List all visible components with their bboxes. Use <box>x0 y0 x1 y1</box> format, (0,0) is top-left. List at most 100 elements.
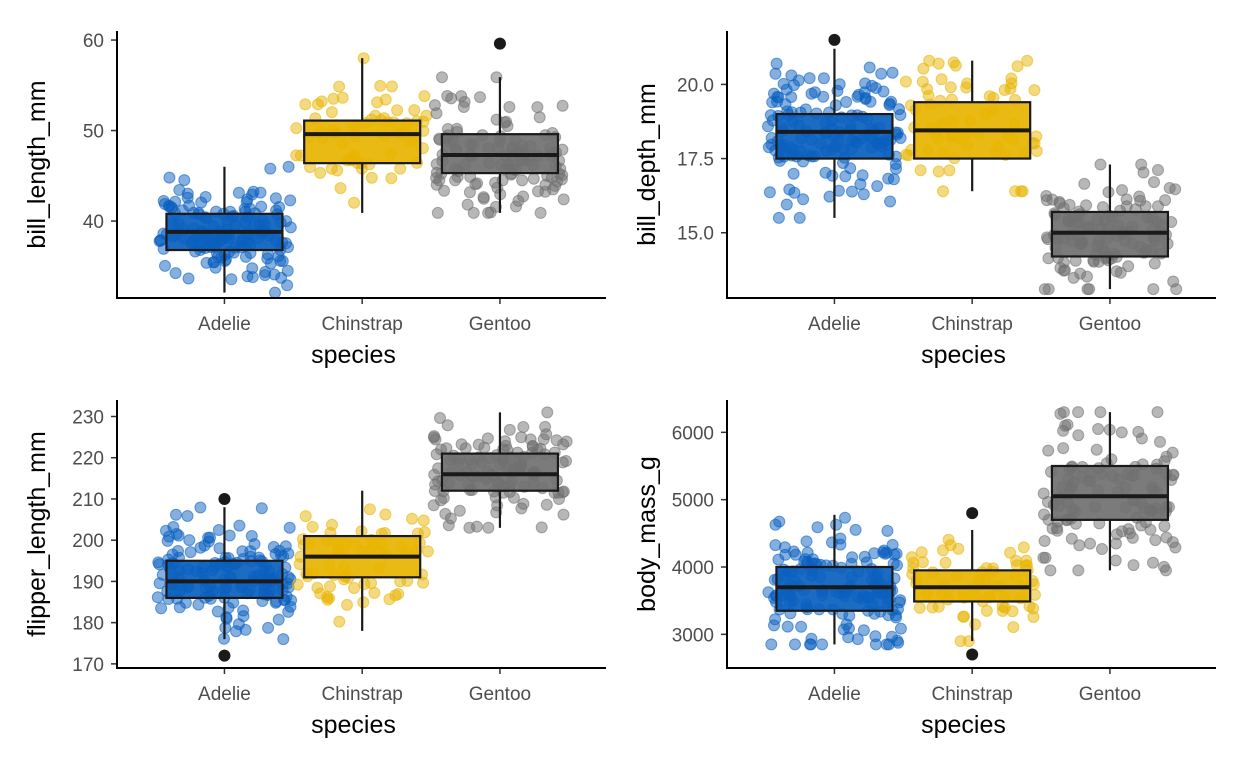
data-point <box>439 507 452 520</box>
data-point <box>170 508 182 521</box>
data-point <box>765 638 778 651</box>
data-point <box>1021 54 1034 67</box>
y-tick-label: 210 <box>72 490 104 511</box>
data-point <box>840 96 853 108</box>
data-point <box>481 432 494 445</box>
data-point <box>833 78 846 91</box>
data-point <box>905 551 918 564</box>
data-point <box>453 504 466 517</box>
data-point <box>869 638 882 651</box>
y-tick-label: 5000 <box>672 491 714 512</box>
box-group-adelie <box>151 492 298 662</box>
data-point <box>386 80 398 93</box>
axis-lines <box>116 400 606 669</box>
data-point <box>1116 525 1128 538</box>
data-point <box>890 162 902 175</box>
box-group-gentoo <box>428 37 570 219</box>
data-point <box>1057 406 1070 419</box>
data-point <box>770 57 783 70</box>
data-point <box>900 148 913 161</box>
data-point <box>284 194 297 207</box>
data-point <box>212 250 224 263</box>
data-point <box>199 191 212 203</box>
data-point <box>1148 257 1161 270</box>
data-point <box>461 198 474 211</box>
box-gentoo <box>1050 464 1170 521</box>
data-point <box>516 174 529 187</box>
data-point <box>1081 283 1094 296</box>
data-point <box>875 67 888 80</box>
data-point <box>771 95 783 108</box>
y-tick-label: 60 <box>83 31 104 52</box>
data-point <box>470 520 483 533</box>
data-point <box>891 126 904 139</box>
data-point <box>159 259 171 272</box>
y-tick-label: 20.0 <box>677 75 714 96</box>
data-point <box>194 541 207 554</box>
data-point <box>173 601 186 614</box>
data-point <box>314 587 327 600</box>
data-point <box>1159 194 1172 207</box>
data-point <box>272 250 285 262</box>
data-point <box>785 69 798 82</box>
y-tick-label: 40 <box>83 212 104 233</box>
data-point <box>192 598 205 611</box>
data-point <box>503 423 516 436</box>
data-point <box>348 196 360 209</box>
data-point <box>441 90 454 102</box>
box-group-chinstrap <box>291 490 434 631</box>
data-point <box>230 625 243 638</box>
data-point <box>152 556 165 569</box>
y-tick-label: 15.0 <box>677 224 714 245</box>
data-point <box>326 518 338 531</box>
data-point <box>408 104 421 117</box>
data-point <box>269 548 282 560</box>
data-point <box>1044 564 1057 577</box>
data-point <box>980 604 993 617</box>
data-point <box>935 73 948 86</box>
data-point <box>482 521 495 534</box>
data-point <box>1072 406 1085 419</box>
data-point <box>1072 564 1085 577</box>
data-point <box>264 162 277 175</box>
data-point <box>1092 423 1105 435</box>
panel-flipper_length_mm: Adelie Chinstrap Gentoo 170 180 190 200 210 220 2… <box>23 400 606 739</box>
data-point <box>763 186 776 199</box>
data-point <box>247 185 260 198</box>
data-point <box>1137 166 1150 179</box>
data-point <box>183 534 196 547</box>
data-point <box>852 88 865 101</box>
data-point <box>932 600 945 613</box>
data-point <box>886 66 899 79</box>
data-point <box>1147 283 1160 296</box>
y-tick-label: 4000 <box>672 558 714 579</box>
data-point <box>769 539 782 552</box>
data-point <box>471 177 484 190</box>
data-point <box>455 438 468 451</box>
data-point <box>783 183 796 196</box>
data-point <box>430 107 443 120</box>
box-group-chinstrap <box>905 507 1041 661</box>
data-point <box>434 412 446 424</box>
data-point <box>290 122 303 135</box>
data-point <box>450 122 463 135</box>
data-point <box>1122 260 1135 273</box>
data-point <box>1065 532 1078 545</box>
data-point <box>532 185 544 198</box>
data-point <box>482 206 495 219</box>
data-point <box>283 521 296 534</box>
data-point <box>859 77 872 90</box>
data-point <box>368 586 381 599</box>
data-point <box>1039 551 1052 564</box>
data-point <box>892 636 905 649</box>
box-group-adelie <box>153 160 297 299</box>
outlier-point <box>218 492 231 505</box>
data-point <box>1011 60 1024 73</box>
data-point <box>772 211 785 224</box>
data-point <box>947 56 960 69</box>
data-point <box>854 178 867 191</box>
data-point <box>560 455 572 467</box>
x-tick-label: Gentoo <box>1079 314 1141 335</box>
data-point <box>341 598 353 611</box>
